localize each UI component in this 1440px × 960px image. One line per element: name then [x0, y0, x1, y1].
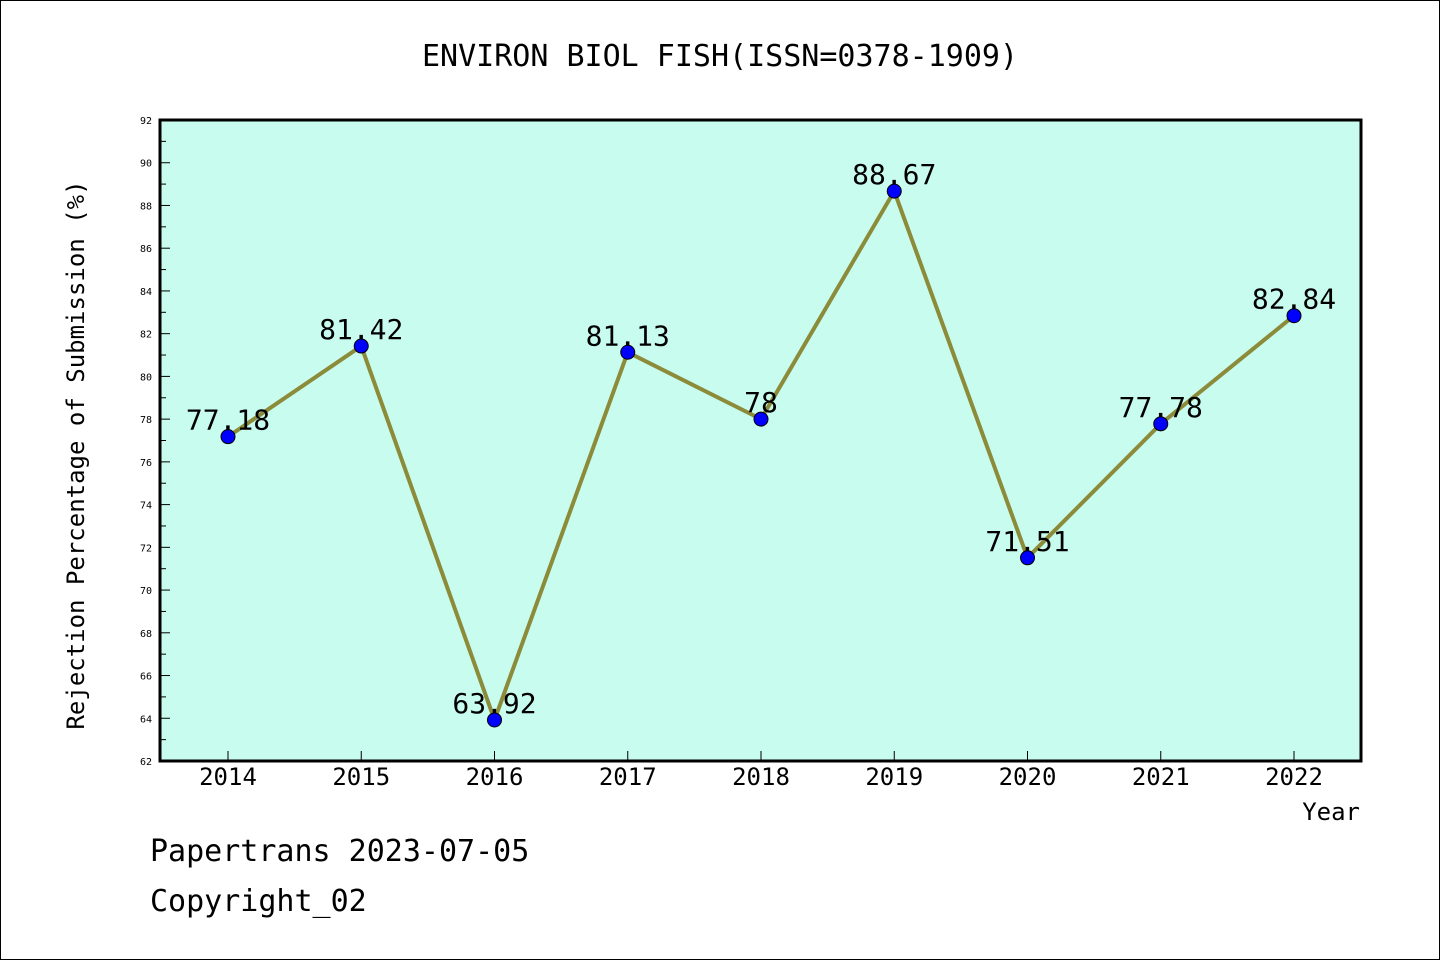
- y-tick-label: 62: [140, 757, 152, 768]
- data-point: [1153, 416, 1169, 432]
- x-tick-label: 2019: [865, 763, 923, 791]
- x-tick-label: 2017: [599, 763, 657, 791]
- x-axis-label: Year: [1302, 798, 1360, 826]
- y-tick-label: 72: [140, 543, 152, 554]
- y-tick-label: 68: [140, 629, 152, 640]
- y-tick-label: 66: [140, 672, 152, 683]
- y-tick-label: 82: [140, 330, 152, 341]
- y-tick-label: 78: [140, 415, 152, 426]
- plot-area: [158, 118, 1363, 763]
- x-tick-label: 2014: [199, 763, 257, 791]
- data-label: 71.51: [985, 525, 1069, 558]
- x-tick-label: 2022: [1265, 763, 1323, 791]
- data-point: [353, 338, 369, 354]
- y-tick-label: 86: [140, 244, 152, 255]
- x-tick-label: 2021: [1132, 763, 1190, 791]
- x-tick-label: 2018: [732, 763, 790, 791]
- data-label: 77.18: [186, 404, 270, 437]
- y-tick-label: 88: [140, 201, 152, 212]
- data-label: 81.42: [319, 313, 403, 346]
- data-markers: [220, 183, 1302, 728]
- data-label: 82.84: [1252, 283, 1336, 316]
- y-tick-label: 76: [140, 458, 152, 469]
- data-point: [753, 411, 769, 427]
- data-label: 81.13: [586, 319, 670, 352]
- x-tick-label: 2015: [332, 763, 390, 791]
- data-labels: 77.18 81.42 63.92 81.13 78 88.67 71.51 77.78 82.…: [186, 158, 1336, 720]
- y-tick-label: 84: [140, 287, 152, 298]
- x-tick-label: 2016: [466, 763, 524, 791]
- data-point: [487, 712, 502, 728]
- data-point: [620, 344, 636, 360]
- y-axis-label: Rejection Percentage of Submission (%): [62, 180, 90, 729]
- y-tick-label: 90: [140, 159, 152, 170]
- y-tick-label: 92: [140, 116, 152, 127]
- data-point: [1020, 550, 1035, 566]
- footer-copyright: Copyright_02: [150, 884, 367, 919]
- data-point: [1286, 308, 1302, 324]
- data-point: [886, 183, 902, 199]
- data-label: 78: [744, 386, 778, 419]
- data-label: 88.67: [852, 158, 936, 191]
- footer-source: Papertrans 2023-07-05: [150, 834, 530, 869]
- y-axis: 62 64 66 68 70 72 74 76 78 80 82 84 86 88 90 92: [140, 116, 170, 768]
- x-tick-label: 2020: [999, 763, 1057, 791]
- chart-title: ENVIRON BIOL FISH(ISSN=0378-1909): [422, 39, 1018, 74]
- data-label: 63.92: [452, 687, 536, 720]
- y-tick-label: 74: [140, 501, 152, 512]
- y-tick-label: 64: [140, 714, 152, 725]
- y-tick-label: 70: [140, 586, 152, 597]
- x-axis: 2014 2015 2016 2017 2018 2019 2020 2021 2022: [199, 751, 1323, 791]
- data-label: 77.78: [1119, 391, 1203, 424]
- data-point: [220, 429, 236, 445]
- y-tick-label: 80: [140, 372, 152, 383]
